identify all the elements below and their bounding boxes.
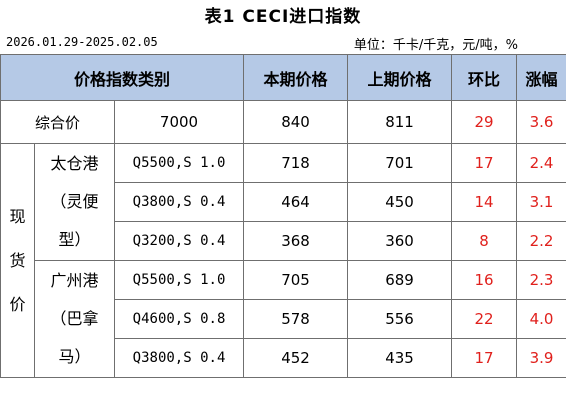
table-row: Q3800,S 0.4 464 450 14 3.1: [1, 182, 566, 222]
header-row: 价格指数类别 本期价格 上期价格 环比 涨幅: [0, 54, 566, 101]
spot-label-line: 价: [9, 294, 26, 314]
date-range: 2026.01.29-2025.02.05: [6, 35, 158, 49]
current-cell: 464: [243, 182, 349, 222]
current-cell: 705: [243, 260, 349, 300]
pct-cell: 4.0: [516, 299, 566, 339]
port-label-line: 马）: [58, 347, 91, 366]
previous-cell: 701: [347, 143, 453, 183]
spec-cell: Q3800,S 0.4: [113, 338, 245, 378]
table-row: 现 货 价 太仓港 （灵便 型） Q5500,S 1.0 718 701 17 …: [0, 143, 566, 378]
spot-label-line: 现: [9, 206, 26, 226]
summary-pct: 3.6: [516, 100, 566, 144]
header-change: 环比: [451, 54, 518, 101]
header-category: 价格指数类别: [0, 54, 245, 101]
previous-cell: 435: [347, 338, 453, 378]
port-guangzhou: 广州港 （巴拿 马）: [34, 260, 115, 378]
change-cell: 16: [451, 260, 518, 300]
current-cell: 718: [243, 143, 349, 183]
summary-change: 29: [451, 100, 518, 144]
previous-cell: 360: [347, 221, 453, 261]
price-index-table: 价格指数类别 本期价格 上期价格 环比 涨幅 综合价 7000 840 811 …: [0, 54, 566, 378]
current-cell: 452: [243, 338, 349, 378]
spec-cell: Q4600,S 0.8: [113, 299, 245, 339]
previous-cell: 450: [347, 182, 453, 222]
pct-cell: 2.3: [516, 260, 566, 300]
port-label-line: 广州港: [50, 271, 99, 290]
spec-cell: Q3800,S 0.4: [113, 182, 245, 222]
change-cell: 14: [451, 182, 518, 222]
port-label-line: 型）: [58, 230, 91, 249]
port-taicang: 太仓港 （灵便 型）: [34, 143, 115, 261]
table-row: 广州港 （巴拿 马） Q5500,S 1.0 705 689 16 2.3: [1, 260, 566, 378]
summary-current: 840: [243, 100, 349, 144]
port-label-line: （灵便: [50, 192, 99, 211]
spot-price-label: 现 货 价: [0, 143, 35, 378]
summary-previous: 811: [347, 100, 453, 144]
port-label-line: （巴拿: [50, 309, 99, 328]
pct-cell: 3.9: [516, 338, 566, 378]
table-row: Q3800,S 0.4 452 435 17 3.9: [1, 338, 566, 378]
table-title: 表1 CECI进口指数: [204, 7, 362, 27]
unit-note: 单位：千卡/千克，元/吨，%: [353, 38, 518, 53]
pct-cell: 2.2: [516, 221, 566, 261]
spec-cell: Q5500,S 1.0: [113, 143, 245, 183]
change-cell: 17: [451, 143, 518, 183]
current-cell: 578: [243, 299, 349, 339]
change-cell: 17: [451, 338, 518, 378]
summary-row: 综合价 7000 840 811 29 3.6: [0, 100, 566, 144]
pct-cell: 3.1: [516, 182, 566, 222]
previous-cell: 556: [347, 299, 453, 339]
change-cell: 22: [451, 299, 518, 339]
spec-cell: Q3200,S 0.4: [113, 221, 245, 261]
summary-label: 综合价: [0, 100, 115, 144]
port-label-line: 太仓港: [50, 154, 99, 173]
summary-value: 7000: [113, 100, 245, 144]
table-row: Q3200,S 0.4 368 360 8 2.2: [1, 221, 566, 261]
spec-cell: Q5500,S 1.0: [113, 260, 245, 300]
pct-cell: 2.4: [516, 143, 566, 183]
spot-label-line: 货: [9, 250, 26, 270]
header-previous: 上期价格: [347, 54, 453, 101]
header-current: 本期价格: [243, 54, 349, 101]
change-cell: 8: [451, 221, 518, 261]
header-pct: 涨幅: [516, 54, 566, 101]
previous-cell: 689: [347, 260, 453, 300]
current-cell: 368: [243, 221, 349, 261]
